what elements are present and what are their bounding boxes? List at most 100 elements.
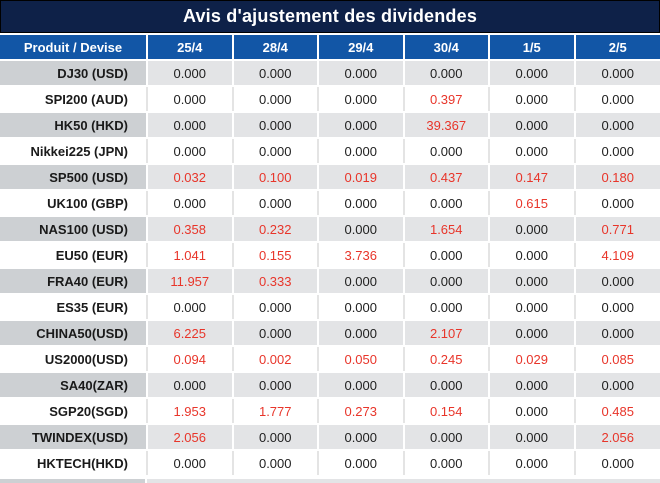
value-cell: 0.032 [147, 164, 234, 191]
value-cell: 0.397 [403, 86, 490, 113]
date-header-cell: 1/5 [489, 35, 576, 61]
value-cell: 0.273 [318, 398, 405, 425]
next-row-partial [0, 477, 660, 483]
product-cell: SGP20(SGD) [0, 398, 148, 425]
product-cell: SP500 (USD) [0, 164, 148, 191]
value-cell: 2.056 [147, 424, 234, 451]
table-row: SA40(ZAR) 0.000 0.000 0.000 0.000 0.000 0.000 [0, 372, 660, 399]
value-cell: 0.000 [232, 372, 319, 399]
value-cell: 0.100 [232, 164, 319, 191]
product-cell: HKTECH(HKD) [0, 450, 148, 477]
value-cell: 0.002 [232, 346, 319, 373]
value-cell: 0.155 [232, 242, 319, 269]
product-cell: Nikkei225 (JPN) [0, 138, 148, 165]
value-cell: 0.000 [232, 112, 319, 139]
value-cell: 0.000 [232, 86, 319, 113]
product-cell: SPI200 (AUD) [0, 86, 148, 113]
table-row: ES35 (EUR) 0.000 0.000 0.000 0.000 0.000 0.000 [0, 294, 660, 321]
value-cell: 1.654 [403, 216, 490, 243]
value-cell: 0.000 [232, 294, 319, 321]
value-cell: 0.333 [232, 268, 319, 295]
value-cell: 0.000 [232, 60, 319, 87]
value-cell: 0.000 [403, 450, 490, 477]
value-cell: 0.000 [574, 138, 660, 165]
table-row: CHINA50(USD) 6.225 0.000 0.000 2.107 0.000 0.0… [0, 320, 660, 347]
value-cell: 0.000 [489, 424, 576, 451]
value-cell: 0.000 [232, 320, 319, 347]
value-cell: 0.000 [403, 190, 490, 217]
value-cell: 0.615 [489, 190, 576, 217]
table-row: HKTECH(HKD) 0.000 0.000 0.000 0.000 0.000 0.00… [0, 450, 660, 477]
table-row: UK100 (GBP) 0.000 0.000 0.000 0.000 0.615 0.00… [0, 190, 660, 217]
date-header-cell: 28/4 [232, 35, 319, 61]
date-header-cell: 2/5 [574, 35, 660, 61]
value-cell: 0.000 [318, 450, 405, 477]
product-cell: UK100 (GBP) [0, 190, 148, 217]
value-cell: 0.000 [574, 320, 660, 347]
value-cell: 0.000 [574, 372, 660, 399]
value-cell: 0.147 [489, 164, 576, 191]
date-header-cell: 30/4 [403, 35, 490, 61]
value-cell: 0.000 [574, 190, 660, 217]
value-cell: 2.056 [574, 424, 660, 451]
table-row: FRA40 (EUR) 11.957 0.333 0.000 0.000 0.000 0.0… [0, 268, 660, 295]
value-cell: 0.000 [489, 398, 576, 425]
value-cell: 0.000 [232, 450, 319, 477]
value-cell: 1.041 [147, 242, 234, 269]
next-row-partial-cells [147, 479, 660, 483]
product-cell: EU50 (EUR) [0, 242, 148, 269]
product-cell: US2000(USD) [0, 346, 148, 373]
dividends-table: Produit / Devise 25/4 28/4 29/4 30/4 1/5 2/5 D… [0, 35, 660, 477]
value-cell: 0.000 [489, 60, 576, 87]
value-cell: 2.107 [403, 320, 490, 347]
value-cell: 0.154 [403, 398, 490, 425]
table-row: EU50 (EUR) 1.041 0.155 3.736 0.000 0.000 4.109 [0, 242, 660, 269]
value-cell: 4.109 [574, 242, 660, 269]
value-cell: 3.736 [318, 242, 405, 269]
table-row: DJ30 (USD) 0.000 0.000 0.000 0.000 0.000 0.000 [0, 60, 660, 87]
value-cell: 0.000 [318, 216, 405, 243]
value-cell: 0.000 [318, 372, 405, 399]
product-cell: ES35 (EUR) [0, 294, 148, 321]
value-cell: 0.029 [489, 346, 576, 373]
table-row: Nikkei225 (JPN) 0.000 0.000 0.000 0.000 0.000… [0, 138, 660, 165]
value-cell: 0.000 [574, 60, 660, 87]
value-cell: 0.000 [489, 450, 576, 477]
value-cell: 0.000 [318, 268, 405, 295]
value-cell: 0.000 [489, 216, 576, 243]
value-cell: 0.000 [489, 112, 576, 139]
table-row: NAS100 (USD) 0.358 0.232 0.000 1.654 0.000 0.7… [0, 216, 660, 243]
value-cell: 0.245 [403, 346, 490, 373]
value-cell: 0.000 [489, 138, 576, 165]
value-cell: 0.000 [318, 86, 405, 113]
value-cell: 0.000 [147, 190, 234, 217]
table-row: TWINDEX(USD) 2.056 0.000 0.000 0.000 0.000 2.0… [0, 424, 660, 451]
value-cell: 0.000 [147, 450, 234, 477]
value-cell: 0.000 [147, 60, 234, 87]
value-cell: 0.000 [574, 268, 660, 295]
value-cell: 0.000 [232, 424, 319, 451]
value-cell: 1.953 [147, 398, 234, 425]
value-cell: 0.000 [318, 138, 405, 165]
value-cell: 0.000 [318, 424, 405, 451]
date-header-cell: 29/4 [318, 35, 405, 61]
value-cell: 0.000 [489, 86, 576, 113]
value-cell: 0.000 [403, 60, 490, 87]
value-cell: 0.000 [574, 112, 660, 139]
product-cell: DJ30 (USD) [0, 60, 148, 87]
value-cell: 0.000 [318, 60, 405, 87]
value-cell: 11.957 [147, 268, 234, 295]
value-cell: 0.000 [489, 294, 576, 321]
value-cell: 0.085 [574, 346, 660, 373]
value-cell: 0.000 [574, 450, 660, 477]
product-cell: CHINA50(USD) [0, 320, 148, 347]
date-header-cell: 25/4 [147, 35, 234, 61]
table-row: SGP20(SGD) 1.953 1.777 0.273 0.154 0.000 0.485 [0, 398, 660, 425]
value-cell: 0.000 [318, 112, 405, 139]
table-header: Produit / Devise 25/4 28/4 29/4 30/4 1/5 2/5 [0, 35, 660, 61]
value-cell: 0.000 [147, 86, 234, 113]
table-row: HK50 (HKD) 0.000 0.000 0.000 39.367 0.000 0.00… [0, 112, 660, 139]
value-cell: 0.232 [232, 216, 319, 243]
product-cell: TWINDEX(USD) [0, 424, 148, 451]
value-cell: 0.000 [318, 320, 405, 347]
